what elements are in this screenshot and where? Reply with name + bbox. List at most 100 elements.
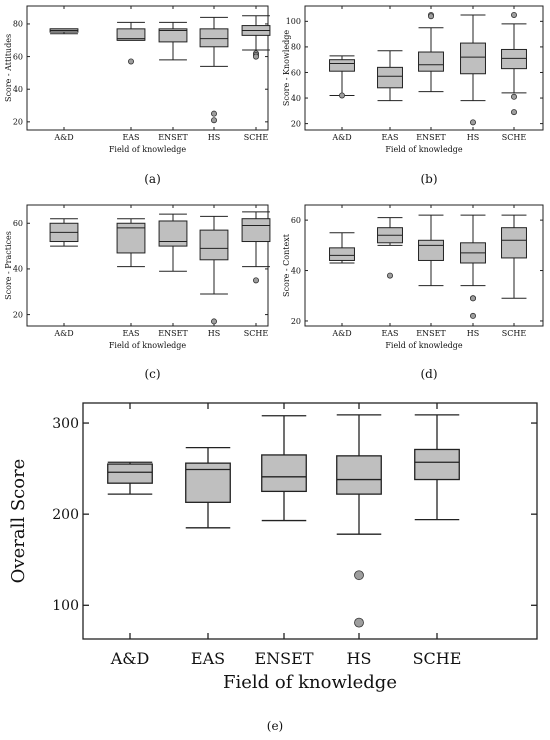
y-tick-label: 300 — [52, 416, 79, 432]
x-tick-label: EAS — [122, 133, 139, 142]
x-axis-label: Field of knowledge — [109, 341, 187, 350]
x-tick-label: HS — [347, 649, 372, 668]
iqr-box — [107, 463, 153, 484]
y-tick-label: 40 — [291, 266, 301, 275]
iqr-box — [116, 28, 146, 41]
y-tick-label: 20 — [291, 119, 301, 128]
outlier-point — [510, 93, 517, 100]
y-tick-label: 200 — [52, 507, 79, 523]
outlier-point — [210, 117, 217, 124]
box-sche: SCHE — [501, 205, 527, 338]
box-hs: HS — [460, 205, 486, 338]
x-tick-label: SCHE — [502, 133, 527, 142]
box-enset: ENSET — [158, 205, 188, 338]
plot-frame — [304, 204, 544, 327]
outlier-point — [354, 570, 364, 581]
x-tick-label: HS — [467, 329, 479, 338]
x-axis-label: Field of knowledge — [109, 145, 187, 154]
x-tick-label: ENSET — [158, 133, 188, 142]
x-tick-label: HS — [467, 133, 479, 142]
iqr-box — [418, 239, 444, 261]
chart-panel-a: 20 40 60 80 A&D EAS ENSET HS SCHE Field of knowle… — [4, 5, 271, 186]
box-ad: A&D — [329, 205, 355, 338]
x-tick-label: SCHE — [244, 329, 269, 338]
iqr-box — [329, 247, 355, 261]
iqr-box — [199, 28, 229, 48]
box-enset: ENSET — [255, 403, 314, 668]
box-sche: SCHE — [501, 6, 527, 142]
chart-panel-e: 100 200 300 A&D EAS ENSET HS SCHE Field of knowl… — [8, 402, 538, 733]
y-axis-label: Score - Knowledge — [282, 30, 291, 106]
box-hs: HS — [336, 403, 382, 668]
y-tick-label: 60 — [291, 68, 301, 77]
x-tick-label: HS — [208, 133, 220, 142]
box-eas: EAS — [185, 403, 231, 668]
y-axis-label: Overall Score — [8, 459, 29, 584]
y-tick-label: 80 — [13, 20, 23, 29]
outlier-point — [469, 119, 476, 126]
box-sche: SCHE — [241, 205, 271, 338]
x-axis-label: Field of knowledge — [385, 145, 463, 154]
y-tick-label: 40 — [13, 85, 23, 94]
outlier-point — [386, 272, 393, 279]
box-enset: ENSET — [416, 6, 446, 142]
x-tick-label: SCHE — [413, 649, 462, 668]
y-tick-label: 80 — [291, 43, 301, 52]
x-tick-label: SCHE — [502, 329, 527, 338]
y-tick-label: 20 — [13, 118, 23, 127]
outlier-point — [510, 11, 517, 18]
box-ad: A&D — [49, 205, 79, 338]
x-tick-label: A&D — [53, 329, 73, 338]
outlier-point — [354, 617, 364, 628]
x-tick-label: EAS — [381, 329, 398, 338]
y-tick-label: 60 — [291, 216, 301, 225]
figure-caption: (d) — [420, 367, 437, 381]
box-ad: A&D — [49, 6, 79, 142]
x-tick-label: EAS — [381, 133, 398, 142]
x-tick-label: ENSET — [158, 329, 188, 338]
outlier-point — [210, 110, 217, 117]
outlier-point — [127, 58, 134, 65]
box-sche: SCHE — [413, 403, 462, 668]
x-tick-label: SCHE — [244, 133, 269, 142]
figure-caption: (a) — [144, 172, 161, 186]
chart-panel-d: 20 40 60 A&D EAS ENSET HS SCHE Field of knowledg… — [282, 204, 544, 381]
box-hs: HS — [460, 6, 486, 142]
box-ad: A&D — [329, 6, 355, 142]
y-axis-label: Score - Context — [282, 233, 291, 297]
outlier-point — [338, 92, 345, 99]
iqr-box — [336, 455, 382, 495]
outlier-point — [469, 312, 476, 319]
y-tick-label: 40 — [13, 265, 23, 274]
iqr-box — [241, 218, 271, 243]
x-tick-label: A&D — [331, 329, 351, 338]
y-tick-label: 40 — [291, 94, 301, 103]
iqr-box — [460, 42, 486, 75]
box-hs: HS — [199, 205, 229, 338]
iqr-box — [377, 66, 403, 89]
iqr-box — [418, 51, 444, 72]
chart-panel-c: 20 40 60 A&D EAS ENSET HS SCHE Field of knowledg… — [4, 204, 271, 381]
box-eas: EAS — [377, 205, 403, 338]
x-tick-label: A&D — [53, 133, 73, 142]
y-tick-label: 100 — [286, 17, 301, 26]
iqr-box — [158, 28, 188, 43]
box-eas: EAS — [116, 6, 146, 142]
outlier-point — [469, 295, 476, 302]
iqr-box — [501, 48, 527, 70]
iqr-box — [158, 220, 188, 247]
plot-frame — [26, 204, 269, 327]
outlier-point — [510, 109, 517, 116]
plot-frame — [304, 5, 544, 131]
iqr-box — [199, 229, 229, 261]
x-tick-label: ENSET — [416, 329, 446, 338]
x-tick-label: ENSET — [416, 133, 446, 142]
x-axis-label: Field of knowledge — [223, 672, 397, 693]
figure-caption: (b) — [420, 172, 437, 186]
outlier-point — [210, 318, 217, 325]
x-tick-label: A&D — [110, 649, 150, 668]
figure-caption: (e) — [267, 719, 283, 733]
x-tick-label: A&D — [331, 133, 351, 142]
x-axis-label: Field of knowledge — [385, 341, 463, 350]
y-tick-label: 20 — [13, 310, 23, 319]
